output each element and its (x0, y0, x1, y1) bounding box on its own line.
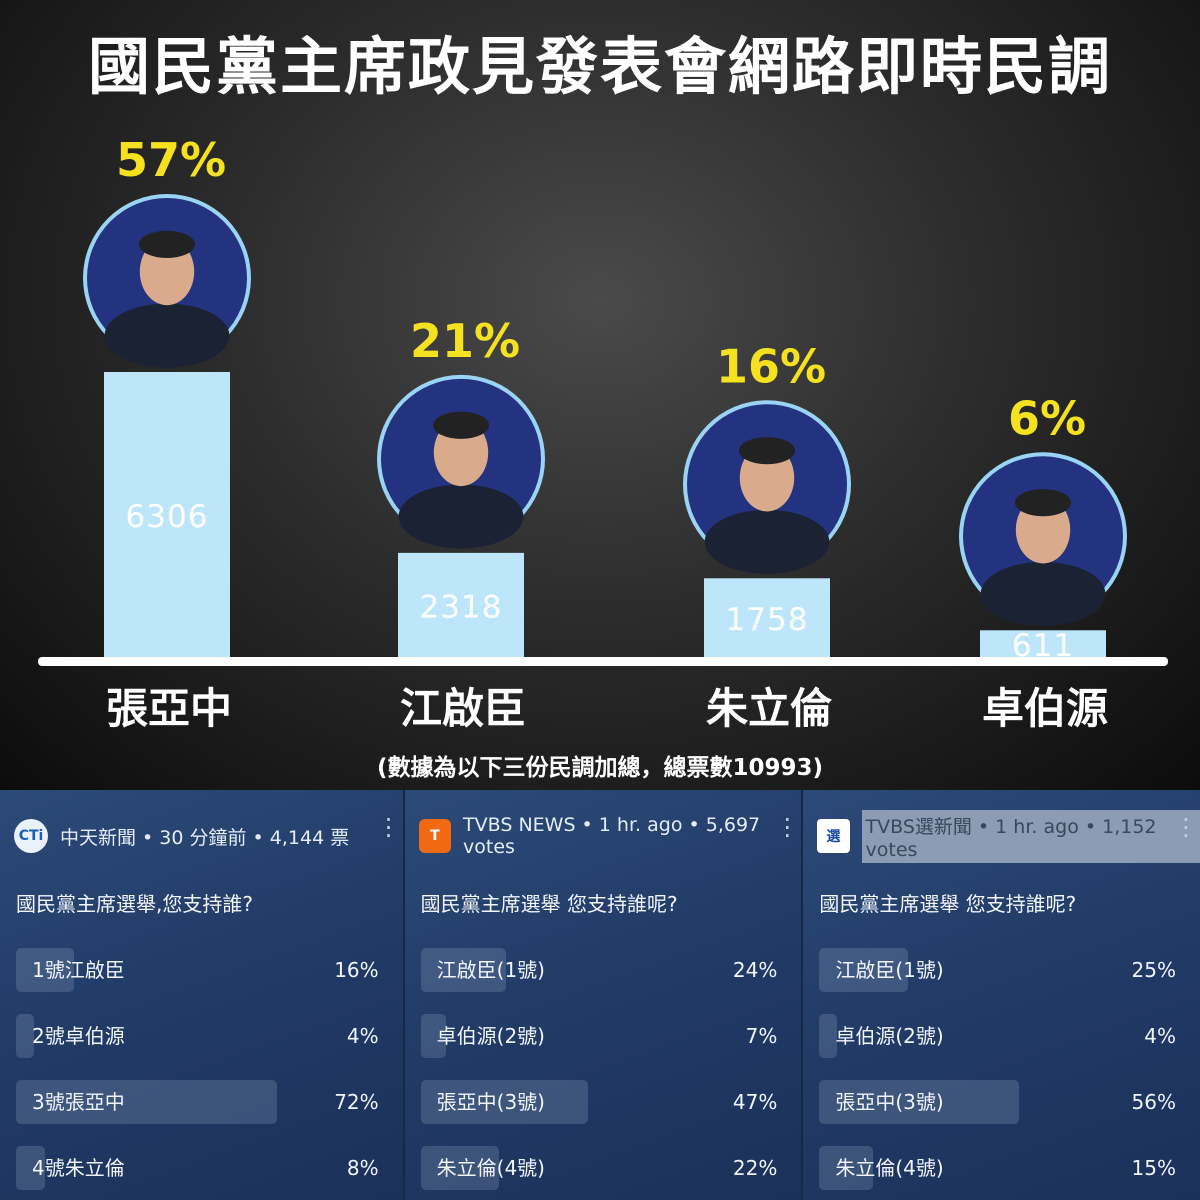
poll-option[interactable]: 卓伯源(2號) 4% (819, 1014, 1176, 1058)
poll-panel: 選 TVBS選新聞 • 1 hr. ago • 1,152 votes ⋮ 國民… (803, 790, 1200, 1200)
poll-option-label: 3號張亞中 (32, 1090, 125, 1114)
poll-option-fill (16, 1080, 278, 1124)
poll-option[interactable]: 2號卓伯源 4% (16, 1014, 379, 1058)
poll-option[interactable]: 3號張亞中 72% (16, 1080, 379, 1124)
channel-logo-icon: CTi (14, 819, 48, 853)
poll-option[interactable]: 江啟臣(1號) 24% (420, 948, 778, 992)
poll-option-label: 2號卓伯源 (32, 1024, 125, 1048)
poll-option-fill (420, 1146, 500, 1190)
bar (104, 372, 230, 658)
chart-title: 國民黨主席政見發表會網路即時民調 (87, 30, 1112, 103)
channel-logo-icon: 選 (817, 819, 850, 853)
poll-source: TVBS NEWS • 1 hr. ago • 5,697 votes (463, 814, 761, 858)
poll-panel: T TVBS NEWS • 1 hr. ago • 5,697 votes ⋮ … (404, 790, 804, 1200)
poll-option-label: 朱立倫(4號) (835, 1156, 944, 1180)
poll-option-percent: 4% (1144, 1024, 1176, 1048)
avatar-shoulders (398, 484, 524, 549)
poll-option-fill (819, 1146, 873, 1190)
more-options-icon[interactable]: ⋮ (1174, 815, 1198, 839)
poll-question: 國民黨主席選舉 您支持誰呢? (420, 892, 678, 916)
poll-option-fill (819, 1014, 838, 1058)
poll-option[interactable]: 卓伯源(2號) 7% (420, 1014, 778, 1058)
poll-question: 國民黨主席選舉,您支持誰? (16, 892, 253, 916)
channel-logo-icon: T (418, 819, 452, 853)
poll-question: 國民黨主席選舉 您支持誰呢? (819, 892, 1077, 916)
poll-option-percent: 24% (732, 958, 778, 982)
poll-option-label: 卓伯源(2號) (835, 1024, 944, 1048)
poll-option-label: 1號江啟臣 (32, 958, 125, 982)
poll-option-percent: 8% (346, 1156, 379, 1180)
poll-option-label: 張亞中(3號) (835, 1090, 944, 1114)
poll-option-label: 卓伯源(2號) (436, 1024, 545, 1048)
more-options-icon[interactable]: ⋮ (376, 813, 401, 841)
category-label: 卓伯源 (982, 684, 1108, 733)
poll-source: 中天新聞 • 30 分鐘前 • 4,144 票 (60, 826, 350, 849)
chart-baseline (38, 657, 1168, 666)
percent-label: 57% (116, 133, 226, 187)
poll-option-percent: 56% (1131, 1090, 1176, 1114)
poll-option[interactable]: 張亞中(3號) 47% (420, 1080, 778, 1124)
poll-option-fill (420, 1080, 589, 1124)
more-options-icon[interactable]: ⋮ (775, 813, 800, 841)
avatar-shoulders (704, 509, 830, 574)
poll-option-fill (16, 1146, 45, 1190)
poll-option-label: 4號朱立倫 (32, 1156, 125, 1180)
poll-option-percent: 72% (334, 1090, 379, 1114)
poll-option[interactable]: 4號朱立倫 8% (16, 1146, 379, 1190)
poll-option[interactable]: 1號江啟臣 16% (16, 948, 379, 992)
bar-value-label: 2318 (420, 589, 503, 625)
bar (704, 578, 830, 658)
poll-header: CTi 中天新聞 • 30 分鐘前 • 4,144 票 (14, 816, 349, 856)
category-label: 江啟臣 (400, 684, 526, 733)
poll-header: 選 TVBS選新聞 • 1 hr. ago • 1,152 votes (817, 809, 1200, 863)
avatar-shoulders (104, 303, 230, 368)
poll-panel: CTi 中天新聞 • 30 分鐘前 • 4,144 票 ⋮ 國民黨主席選舉,您支… (0, 790, 405, 1200)
avatar-hair (1015, 489, 1071, 517)
poll-option-fill (420, 948, 507, 992)
poll-option-label: 張亞中(3號) (436, 1090, 545, 1114)
bar (398, 552, 524, 658)
poll-option[interactable]: 江啟臣(1號) 25% (819, 948, 1176, 992)
poll-source: TVBS選新聞 • 1 hr. ago • 1,152 votes (861, 809, 1200, 863)
poll-option-fill (819, 948, 909, 992)
percent-label: 16% (716, 339, 826, 393)
category-label: 張亞中 (106, 684, 232, 733)
poll-option-label: 江啟臣(1號) (436, 958, 545, 982)
poll-option-fill (420, 1014, 446, 1058)
percent-label: 6% (1008, 391, 1086, 445)
poll-option-fill (16, 948, 75, 992)
category-label: 朱立倫 (706, 684, 833, 733)
poll-screenshots: CTi 中天新聞 • 30 分鐘前 • 4,144 票 ⋮ 國民黨主席選舉,您支… (0, 790, 1200, 1200)
poll-option-percent: 15% (1131, 1156, 1176, 1180)
percent-label: 21% (410, 314, 520, 368)
bar-value-label: 1758 (726, 602, 809, 638)
poll-option-fill (819, 1080, 1020, 1124)
poll-option-percent: 25% (1131, 958, 1176, 982)
poll-option-label: 江啟臣(1號) (835, 958, 944, 982)
poll-option[interactable]: 張亞中(3號) 56% (819, 1080, 1176, 1124)
chart-footnote: (數據為以下三份民調加總，總票數10993) (376, 755, 824, 781)
avatar-hair (139, 230, 195, 258)
poll-option-fill (16, 1014, 35, 1058)
poll-option-percent: 16% (334, 958, 379, 982)
bar (980, 630, 1106, 658)
bar-value-label: 6306 (126, 499, 209, 535)
poll-option-percent: 47% (732, 1090, 778, 1114)
poll-option-percent: 4% (346, 1024, 379, 1048)
poll-option[interactable]: 朱立倫(4號) 15% (819, 1146, 1176, 1190)
avatar-hair (739, 437, 795, 465)
poll-option-label: 朱立倫(4號) (436, 1156, 545, 1180)
avatar-hair (433, 411, 489, 439)
poll-option-percent: 22% (732, 1156, 778, 1180)
poll-option-percent: 7% (745, 1024, 778, 1048)
poll-option[interactable]: 朱立倫(4號) 22% (420, 1146, 778, 1190)
avatar-shoulders (980, 561, 1106, 626)
poll-header: T TVBS NEWS • 1 hr. ago • 5,697 votes (418, 814, 802, 858)
